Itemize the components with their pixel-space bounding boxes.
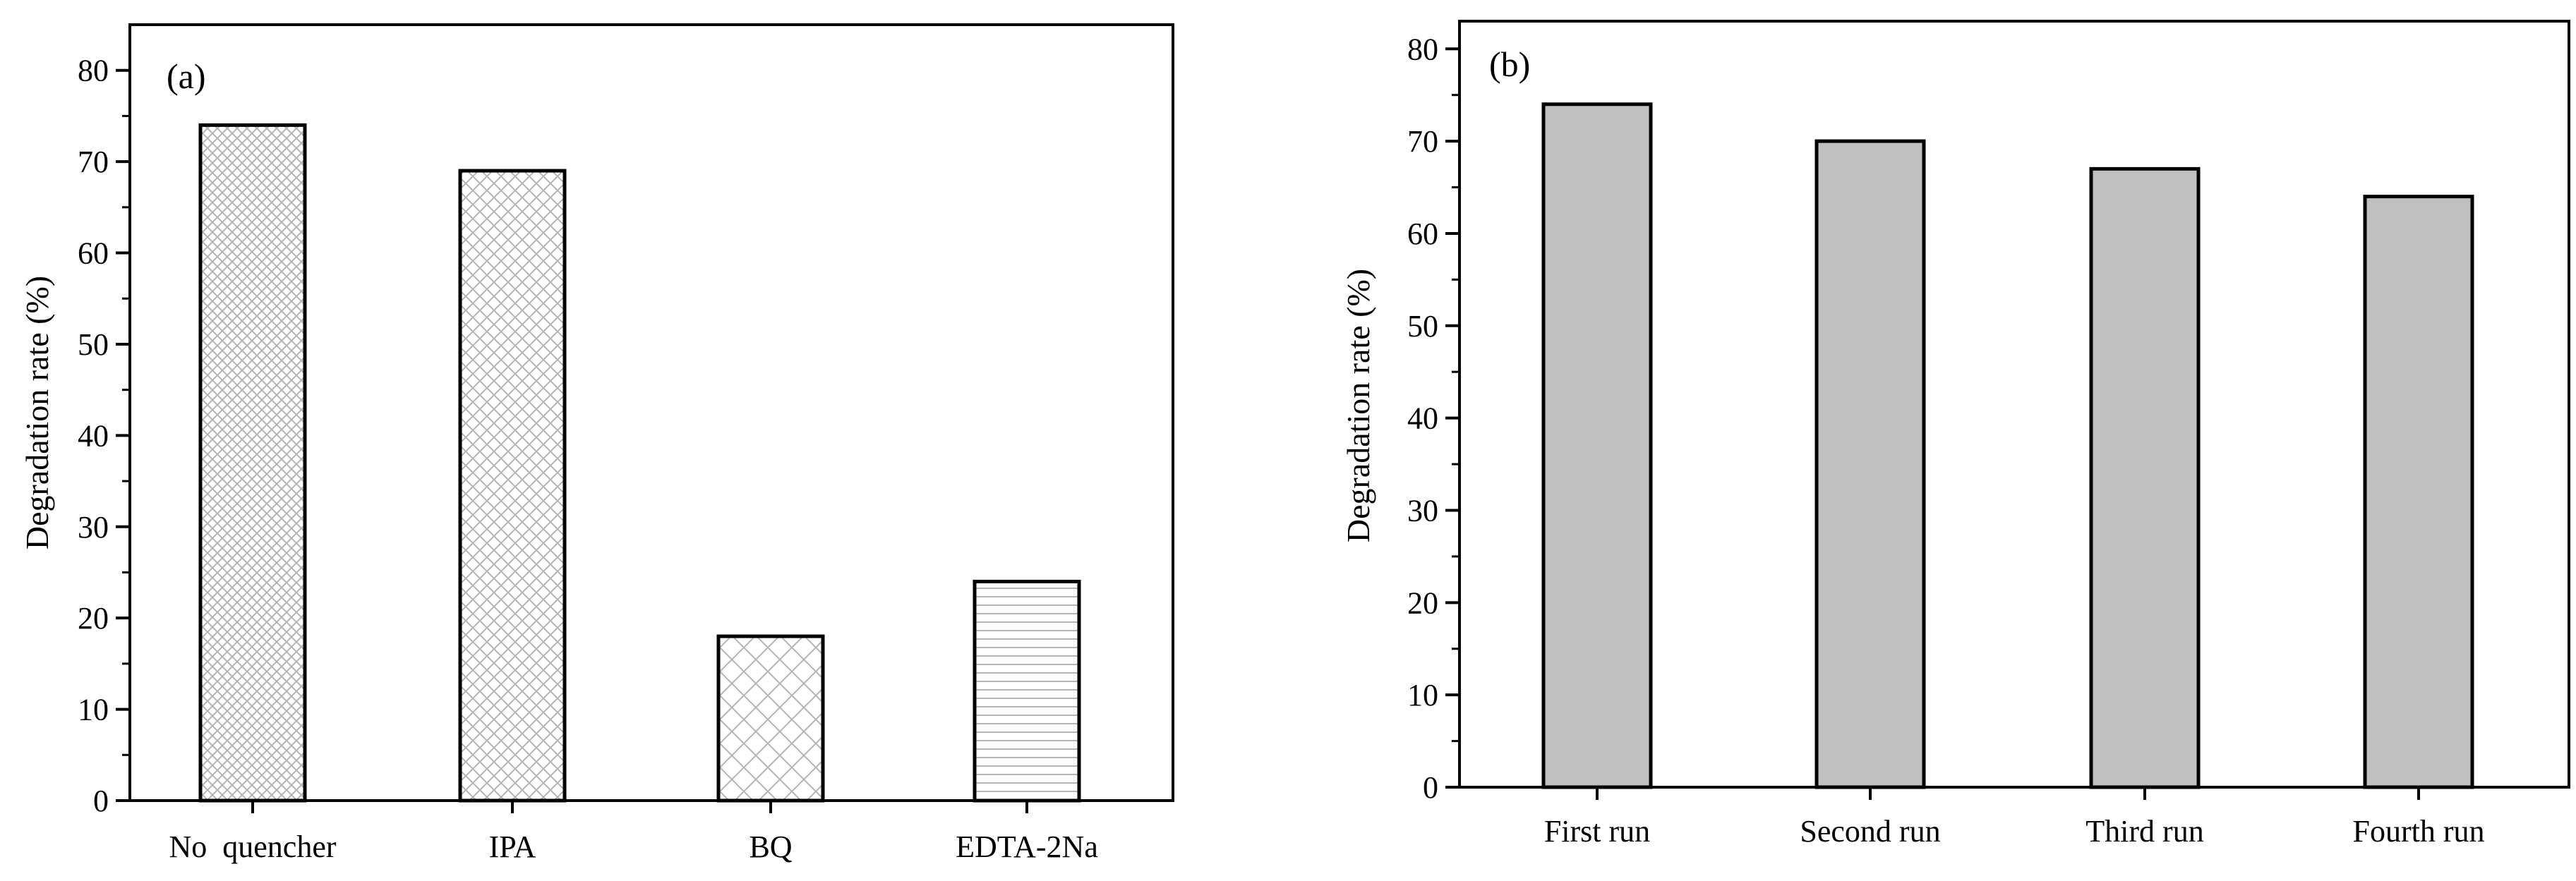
y-axis-title-b: Degradation rate (%) xyxy=(1340,269,1376,542)
x-tick-label: First run xyxy=(1544,814,1650,849)
y-tick-label: 60 xyxy=(1407,217,1438,251)
y-tick-label: 10 xyxy=(1407,678,1438,712)
x-tick-label: Third run xyxy=(2086,814,2203,849)
y-tick-label: 30 xyxy=(78,510,109,545)
x-tick-label: BQ xyxy=(749,830,792,864)
bar-first-run xyxy=(1541,102,1653,789)
plot-frame-a xyxy=(128,23,1174,802)
y-ticks-a: 0 10 20 30 40 50 60 70 80 xyxy=(78,54,130,818)
bar-fourth-run xyxy=(2363,195,2474,789)
x-tick-label: EDTA-2Na xyxy=(956,830,1098,864)
bar-edta-2na xyxy=(973,579,1081,803)
bars-b xyxy=(1541,102,2474,789)
panel-label-b: (b) xyxy=(1489,44,1530,84)
y-tick-label: 20 xyxy=(78,601,109,636)
x-labels-a: No quencher IPA BQ EDTA-2Na xyxy=(169,801,1098,864)
plot-frame-b xyxy=(1458,20,2570,789)
panel-a: (a) Degradation rate (%) 0 10 20 30 40 50 60 70… xyxy=(19,23,1174,864)
bar-ipa xyxy=(458,169,567,803)
bar-third-run xyxy=(2089,166,2201,789)
bar-no-quencher xyxy=(198,123,307,803)
bar-bq xyxy=(716,634,825,803)
y-tick-label: 0 xyxy=(93,784,109,818)
y-tick-label: 70 xyxy=(78,145,109,179)
x-tick-label: Fourth run xyxy=(2353,814,2485,849)
y-tick-label: 50 xyxy=(78,327,109,362)
y-tick-label: 70 xyxy=(1407,124,1438,159)
y-tick-label: 50 xyxy=(1407,309,1438,344)
panel-b: (b) Degradation rate (%) 0 10 20 30 40 50 60 70… xyxy=(1340,20,2570,849)
y-axis-title-a: Degradation rate (%) xyxy=(19,276,55,549)
x-labels-b: First run Second run Third run Fourth run xyxy=(1544,787,2485,849)
y-tick-label: 30 xyxy=(1407,493,1438,528)
bar-second-run xyxy=(1814,139,1926,789)
y-tick-label: 0 xyxy=(1423,770,1438,805)
x-tick-label: IPA xyxy=(489,830,536,864)
x-tick-label: Second run xyxy=(1800,814,1940,849)
y-tick-label: 20 xyxy=(1407,585,1438,620)
y-tick-label: 80 xyxy=(78,54,109,88)
y-tick-label: 40 xyxy=(1407,401,1438,436)
y-tick-label: 60 xyxy=(78,236,109,271)
bars-a xyxy=(198,123,1081,803)
y-tick-label: 10 xyxy=(78,693,109,727)
x-tick-label: No quencher xyxy=(169,830,336,864)
y-ticks-b: 0 10 20 30 40 50 60 70 80 xyxy=(1407,32,1459,805)
y-tick-label: 80 xyxy=(1407,32,1438,66)
y-tick-label: 40 xyxy=(78,418,109,453)
panel-label-a: (a) xyxy=(167,56,206,96)
